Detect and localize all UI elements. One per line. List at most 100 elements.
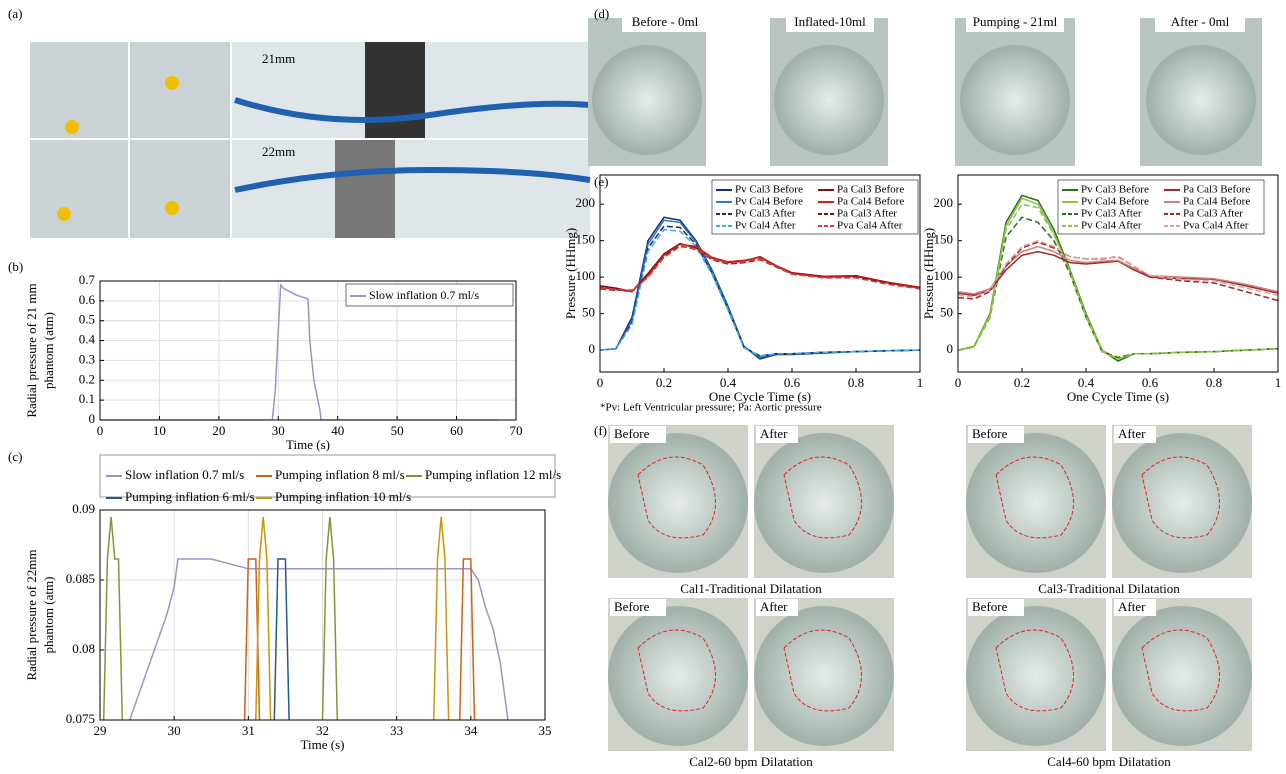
label-bg [610, 426, 666, 443]
series-line [958, 241, 1278, 302]
x-tick-label: 0.8 [1206, 375, 1222, 390]
label-bg [968, 599, 1024, 616]
series-line [958, 216, 1278, 359]
x-tick-label: 0.6 [1142, 375, 1159, 390]
x-tick-label: 0.2 [1014, 375, 1030, 390]
label-bg [968, 426, 1024, 443]
y-axis-label: phantom (atm) [41, 577, 56, 654]
photo-label: After [760, 599, 788, 614]
x-tick-label: 0.4 [1078, 375, 1095, 390]
legend-box [711, 179, 919, 235]
series-line [600, 216, 920, 360]
phantom [1112, 433, 1252, 573]
legend-label: Pv Cal3 Before [735, 184, 803, 196]
legend-label: Pumping inflation 12 ml/s [425, 467, 561, 482]
legend-label: Pv Cal4 After [1081, 220, 1142, 232]
plot-frame [99, 509, 546, 721]
legend-label: Pa Cal3 Before [1183, 184, 1250, 196]
y-tick-label: 0.075 [66, 711, 95, 726]
x-tick-label: 0 [597, 375, 604, 390]
x-tick-label: 0.6 [784, 375, 801, 390]
legend-label: Pva Cal4 After [1183, 220, 1249, 232]
y-axis-label: Pressure (HHmg) [563, 228, 578, 319]
series-line [958, 203, 1278, 360]
outline [995, 629, 1074, 712]
y-tick-label: 0 [947, 341, 954, 356]
series-line [100, 283, 499, 420]
y-tick-label: 0.09 [72, 501, 95, 516]
legend-box [1057, 179, 1265, 235]
y-axis-label: phantom (atm) [41, 312, 56, 389]
outline [1141, 629, 1220, 712]
x-tick-label: 30 [168, 723, 181, 738]
legend-label: Pv Cal4 Before [735, 196, 803, 208]
x-tick-label: 33 [390, 723, 403, 738]
panel-d-photos: Before - 0ml Inflated-10ml Pumping - 21m… [588, 14, 1262, 166]
phantom [608, 606, 748, 746]
y-tick-label: 50 [940, 305, 953, 320]
label-bg [756, 426, 798, 443]
legend-label: Pumping inflation 8 ml/s [275, 467, 405, 482]
panel-label: (e) [594, 174, 608, 189]
x-axis-label: Time (s) [301, 737, 345, 752]
y-tick-label: 0.2 [79, 371, 95, 386]
x-tick-label: 35 [539, 723, 552, 738]
photo-label: Before [972, 426, 1008, 441]
series-line [128, 558, 509, 720]
x-axis-label: One Cycle Time (s) [709, 389, 811, 404]
y-tick-label: 200 [576, 195, 596, 210]
phantom [966, 433, 1106, 573]
x-tick-label: 30 [272, 423, 285, 438]
caption: Cal3-Traditional Dilatation [1038, 581, 1180, 596]
legend-label: Pumping inflation 10 ml/s [275, 489, 411, 504]
series-line [600, 245, 920, 292]
series-line [958, 239, 1278, 298]
x-tick-label: 0.2 [656, 375, 672, 390]
plot-frame [599, 174, 921, 373]
x-tick-label: 0 [955, 375, 962, 390]
photo-label: After [1118, 599, 1146, 614]
series-line [600, 228, 920, 357]
x-tick-label: 34 [464, 723, 478, 738]
plot-frame [957, 174, 1279, 373]
legend-label: Pumping inflation 6 ml/s [125, 489, 255, 504]
photo-label: 22mm [262, 144, 295, 159]
photo-label: 21mm [262, 51, 295, 66]
series-line [958, 250, 1278, 297]
panel-f-photos: Before After Cal1-Traditional Dilatation Be… [608, 425, 1252, 769]
legend-label: Pv Cal3 After [735, 208, 796, 220]
legend-label: Pv Cal3 After [1081, 208, 1142, 220]
photo-label: Before [972, 599, 1008, 614]
caption: Cal2-60 bpm Dilatation [689, 754, 813, 769]
panel-label: (d) [594, 6, 609, 21]
label-bg [610, 599, 666, 616]
photo-label: After [1118, 426, 1146, 441]
x-tick-label: 40 [331, 423, 344, 438]
panel-label: (b) [8, 259, 23, 274]
outline [637, 456, 716, 539]
series-line [243, 558, 476, 720]
x-tick-label: 1 [917, 375, 924, 390]
x-tick-label: 29 [94, 723, 107, 738]
photo-label: After - 0ml [1171, 14, 1230, 29]
y-axis-label: Radial pressure of 21 mm [24, 283, 39, 417]
panel-label: (c) [8, 449, 22, 464]
photo-label: Before - 0ml [632, 14, 699, 29]
x-tick-label: 50 [391, 423, 404, 438]
phantom [608, 433, 748, 573]
legend-label: Pa Cal3 After [837, 208, 897, 220]
y-tick-label: 200 [934, 195, 954, 210]
outline [783, 629, 862, 712]
caption: Cal4-60 bpm Dilatation [1047, 754, 1171, 769]
x-tick-label: 1 [1275, 375, 1282, 390]
y-tick-label: 0.4 [79, 332, 96, 347]
label-bg [1114, 426, 1156, 443]
legend-label: Pva Cal4 After [837, 220, 903, 232]
x-axis-label: One Cycle Time (s) [1067, 389, 1169, 404]
photo-label: Before [614, 426, 650, 441]
panel-a-photos: 21mm 22mm [30, 42, 591, 238]
x-tick-label: 0 [97, 423, 104, 438]
x-tick-label: 0.4 [720, 375, 737, 390]
footnote: *Pv: Left Ventricular pressure; Pa: Aort… [600, 402, 822, 414]
